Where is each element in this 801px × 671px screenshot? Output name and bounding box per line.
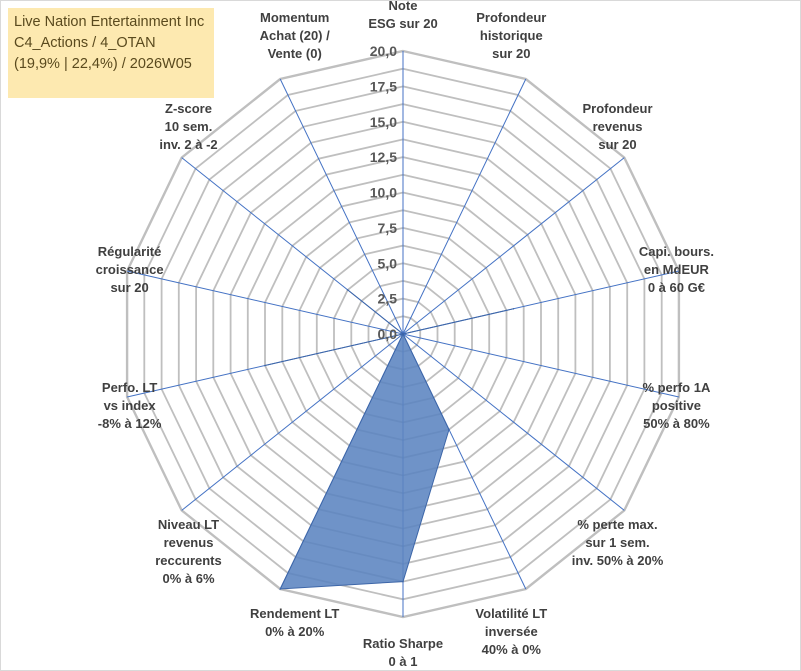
axis-label-4: Capi. bours. en MdEUR 0 à 60 G€ <box>639 244 714 295</box>
axis-label-6: % perte max. sur 1 sem. inv. 50% à 20% <box>572 517 664 568</box>
axis-label-5-line-3: 50% à 80% <box>643 416 710 431</box>
axis-label-4-line-3: 0 à 60 G€ <box>648 280 705 295</box>
axis-label-13-line-3: inv. 2 à -2 <box>159 137 217 152</box>
axis-label-6-line-1: % perte max. <box>577 517 657 532</box>
axis-spoke-3 <box>402 157 625 335</box>
data-point-13 <box>346 289 349 291</box>
tick-label-8: 17,5 <box>370 78 397 94</box>
chart-title-company: Live Nation Entertainment Inc <box>14 14 205 30</box>
axis-spoke-10 <box>181 333 404 511</box>
axis-label-2: Profondeur historique sur 20 <box>476 10 546 61</box>
axis-label-8: Ratio Sharpe 0 à 1 <box>363 636 443 669</box>
tick-label-4: 7,5 <box>378 220 398 236</box>
axis-label-1: Note ESG sur 20 <box>368 0 437 31</box>
axis-label-12-line-1: Régularité <box>98 244 162 259</box>
axis-label-2-line-1: Profondeur <box>476 10 546 25</box>
radar-axis-labels: Note ESG sur 20 Profondeur historique sur 20… <box>96 0 714 669</box>
axis-spoke-6 <box>402 333 625 511</box>
axis-label-1-line-2: ESG sur 20 <box>368 16 437 31</box>
radar-series <box>264 289 515 590</box>
axis-label-4-line-1: Capi. bours. <box>639 244 714 259</box>
axis-spoke-12 <box>126 270 404 335</box>
axis-label-3-line-1: Profondeur <box>582 101 652 116</box>
axis-label-11-line-1: Perfo. LT <box>102 380 157 395</box>
axis-label-3: Profondeur revenus sur 20 <box>582 101 652 152</box>
axis-label-10: Niveau LT revenus reccurents 0% à 6% <box>155 517 221 586</box>
chart-title-category: C4_Actions / 4_OTAN <box>14 35 156 51</box>
axis-label-6-line-2: sur 1 sem. <box>585 535 649 550</box>
axis-label-12-line-3: sur 20 <box>110 280 148 295</box>
axis-label-1-line-1: Note <box>389 0 418 13</box>
axis-label-7-line-2: inversée <box>485 624 538 639</box>
axis-label-9-line-2: 0% à 20% <box>265 624 325 639</box>
axis-label-9-line-1: Rendement LT <box>250 606 339 621</box>
data-point-14 <box>402 333 404 335</box>
data-point-9 <box>279 588 282 590</box>
tick-label-3: 5,0 <box>378 255 398 271</box>
axis-spoke-2 <box>402 78 527 335</box>
axis-label-11: Perfo. LT vs index -8% à 12% <box>98 380 162 431</box>
radar-tick-labels: 0,0 2,5 5,0 7,5 10,0 12,5 15,0 17,5 20,0 <box>370 43 397 342</box>
axis-label-13-line-1: Z-score <box>165 101 212 116</box>
axis-label-10-line-3: reccurents <box>155 553 221 568</box>
axis-label-5-line-2: positive <box>652 398 701 413</box>
axis-label-4-line-2: en MdEUR <box>644 262 710 277</box>
axis-label-7-line-1: Volatilité LT <box>475 606 547 621</box>
axis-label-14-line-1: Momentum <box>260 10 329 25</box>
axis-label-7: Volatilité LT inversée 40% à 0% <box>475 606 547 657</box>
axis-label-13: Z-score 10 sem. inv. 2 à -2 <box>159 101 217 152</box>
axis-label-12-line-2: croissance <box>96 262 164 277</box>
axis-label-14: Momentum Achat (20) / Vente (0) <box>260 10 330 61</box>
axis-label-10-line-4: 0% à 6% <box>162 571 214 586</box>
tick-label-7: 15,0 <box>370 114 397 130</box>
axis-label-2-line-3: sur 20 <box>492 46 530 61</box>
tick-label-9: 20,0 <box>370 43 397 59</box>
axis-label-11-line-2: vs index <box>104 398 157 413</box>
axis-label-3-line-2: revenus <box>593 119 643 134</box>
tick-label-1: 0,0 <box>378 326 398 342</box>
data-point-11 <box>264 364 266 367</box>
axis-label-9: Rendement LT 0% à 20% <box>250 606 339 639</box>
axis-label-7-line-3: 40% à 0% <box>482 642 542 657</box>
axis-label-6-line-3: inv. 50% à 20% <box>572 553 664 568</box>
axis-spoke-14 <box>279 78 404 335</box>
axis-label-14-line-2: Achat (20) / <box>260 28 330 43</box>
data-point-8 <box>402 580 404 583</box>
axis-spoke-5 <box>402 333 680 398</box>
axis-label-3-line-3: sur 20 <box>598 137 636 152</box>
axis-label-13-line-2: 10 sem. <box>165 119 213 134</box>
data-point-4 <box>512 308 515 310</box>
chart-title-box: Live Nation Entertainment Inc C4_Actions… <box>8 8 214 98</box>
axis-label-10-line-1: Niveau LT <box>158 517 219 532</box>
chart-title-stats: (19,9% | 22,4%) / 2026W05 <box>14 56 192 72</box>
axis-label-12: Régularité croissance sur 20 <box>96 244 164 295</box>
axis-label-8-line-2: 0 à 1 <box>389 654 418 669</box>
axis-label-5-line-1: % perfo 1A <box>642 380 711 395</box>
data-point-7 <box>448 428 450 431</box>
axis-label-8-line-1: Ratio Sharpe <box>363 636 443 651</box>
tick-label-6: 12,5 <box>370 149 397 165</box>
axis-label-2-line-2: historique <box>480 28 543 43</box>
axis-label-11-line-3: -8% à 12% <box>98 416 162 431</box>
axis-label-10-line-2: revenus <box>164 535 214 550</box>
axis-label-5: % perfo 1A positive 50% à 80% <box>642 380 711 431</box>
tick-label-2: 2,5 <box>378 291 398 307</box>
tick-label-5: 10,0 <box>370 185 397 201</box>
axis-label-14-line-3: Vente (0) <box>268 46 322 61</box>
